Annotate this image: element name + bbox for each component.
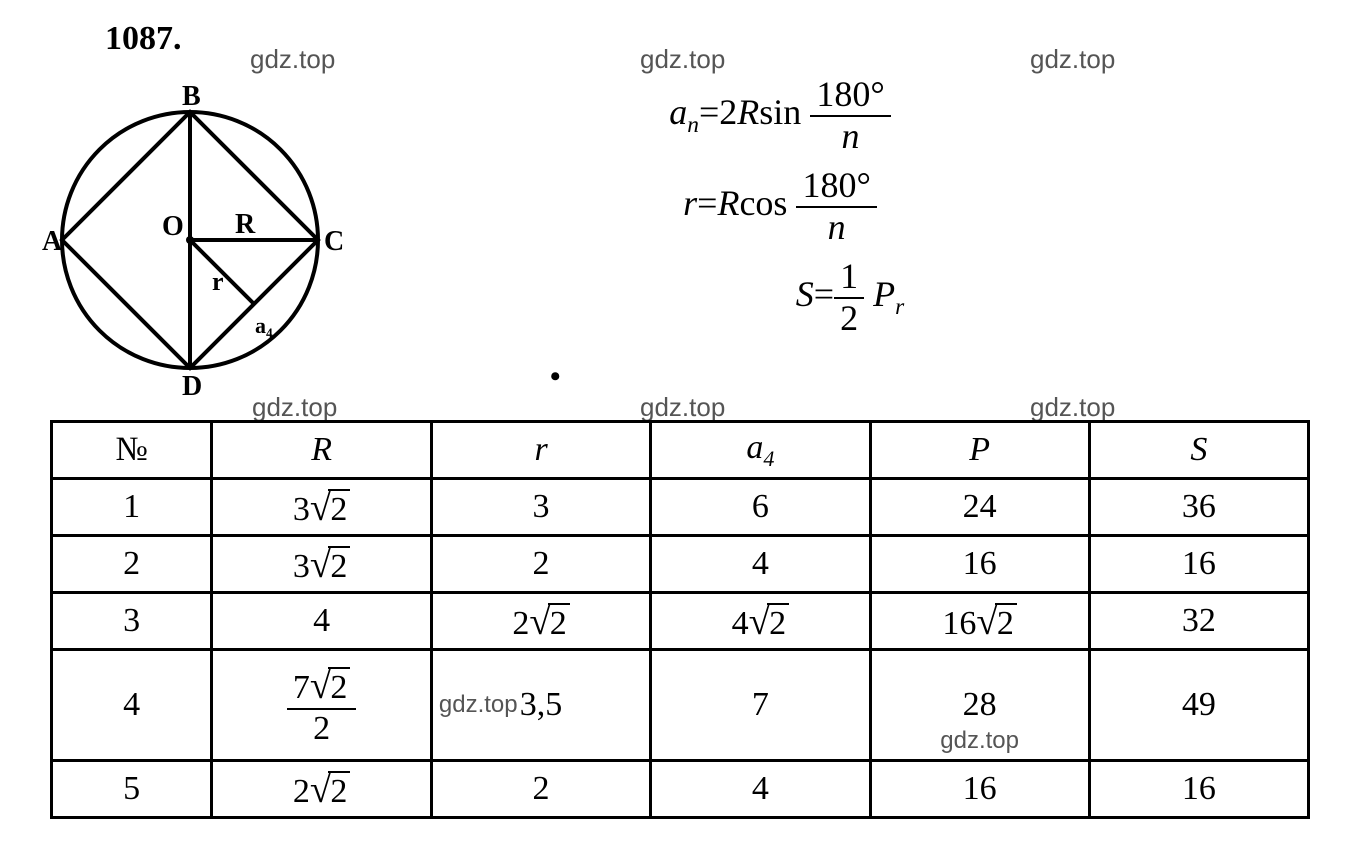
table-cell: 28gdz.top [870, 650, 1089, 761]
svg-text:a₄: a₄ [255, 313, 273, 338]
col-P: P [870, 422, 1089, 479]
table-header-row: № R r a4 P S [52, 422, 1309, 479]
table-cell: 36 [1089, 479, 1308, 536]
table-row: 52√2241616 [52, 761, 1309, 818]
frac-180-n-2: 180°n [796, 166, 876, 247]
table-cell: 2 [52, 536, 212, 593]
col-r: r [431, 422, 650, 479]
table-cell: 4 [651, 761, 870, 818]
center-dot: • [550, 360, 561, 394]
table-cell: 3√2 [212, 536, 432, 593]
watermark: gdz.top [1030, 392, 1115, 423]
table-cell: 49 [1089, 650, 1308, 761]
svg-text:D: D [182, 371, 202, 402]
cos: cos [739, 183, 787, 223]
eq-2: = [697, 183, 717, 223]
col-a4: a4 [651, 422, 870, 479]
formula-S: S=12 Pr [720, 257, 980, 338]
var-R: R [737, 92, 759, 132]
table-cell: 2√2 [212, 761, 432, 818]
table-cell: 4 [212, 593, 432, 650]
watermark: gdz.top [640, 44, 725, 75]
table-cell: 2 [431, 761, 650, 818]
den-n: n [810, 117, 890, 157]
table-cell: 24 [870, 479, 1089, 536]
col-S: S [1089, 422, 1308, 479]
table-cell: 3√2 [212, 479, 432, 536]
table-cell: 5 [52, 761, 212, 818]
num-180-2: 180° [796, 166, 876, 208]
table-row: 13√2362436 [52, 479, 1309, 536]
svg-text:C: C [324, 226, 344, 257]
formula-block: an=2Rsin 180°n r=Rcos 180°n S=12 Pr [580, 75, 980, 349]
table-cell: 7 [651, 650, 870, 761]
geometry-diagram: A B C D O R r a₄ [40, 75, 350, 410]
table-cell: 16 [870, 761, 1089, 818]
table-row: 342√24√216√232 [52, 593, 1309, 650]
watermark: gdz.top [1030, 44, 1115, 75]
table-cell: 1 [52, 479, 212, 536]
table-cell: gdz.top3,5 [431, 650, 650, 761]
table-cell: 7√22 [212, 650, 432, 761]
sin: sin [759, 92, 801, 132]
table-cell: 2√2 [431, 593, 650, 650]
var-a: a [669, 92, 687, 132]
eq-1: =2 [699, 92, 737, 132]
var-r: r [683, 183, 697, 223]
table-cell: 3 [431, 479, 650, 536]
table-cell: 4 [651, 536, 870, 593]
table-cell: 16 [1089, 761, 1308, 818]
var-S: S [796, 274, 814, 314]
var-R2: R [717, 183, 739, 223]
sub-r: r [895, 294, 904, 320]
svg-text:r: r [212, 267, 224, 296]
table-cell: 4√2 [651, 593, 870, 650]
table-cell: 3 [52, 593, 212, 650]
table-cell: 16 [1089, 536, 1308, 593]
col-num: № [52, 422, 212, 479]
sub-n: n [687, 112, 699, 138]
watermark: gdz.top [250, 44, 335, 75]
col-R: R [212, 422, 432, 479]
table-cell: 6 [651, 479, 870, 536]
table-cell: 2 [431, 536, 650, 593]
formula-an: an=2Rsin 180°n [580, 75, 980, 156]
svg-text:A: A [42, 226, 63, 257]
problem-number: 1087. [105, 20, 182, 58]
table-cell: 16√2 [870, 593, 1089, 650]
num-180: 180° [810, 75, 890, 117]
num-1: 1 [834, 257, 864, 299]
svg-text:R: R [235, 209, 256, 240]
data-table: № R r a4 P S 13√236243623√2241616342√24√… [50, 420, 1310, 819]
var-P: P [864, 274, 895, 314]
table-row: 47√22gdz.top3,5728gdz.top49 [52, 650, 1309, 761]
svg-text:B: B [182, 81, 201, 112]
table-cell: 32 [1089, 593, 1308, 650]
den-2: 2 [834, 299, 864, 339]
frac-180-n: 180°n [810, 75, 890, 156]
table-row: 23√2241616 [52, 536, 1309, 593]
eq-3: = [814, 274, 834, 314]
frac-half: 12 [834, 257, 864, 338]
den-n-2: n [796, 208, 876, 248]
formula-r: r=Rcos 180°n [580, 166, 980, 247]
watermark: gdz.top [640, 392, 725, 423]
table-cell: 4 [52, 650, 212, 761]
table-cell: 16 [870, 536, 1089, 593]
svg-text:O: O [162, 211, 184, 242]
